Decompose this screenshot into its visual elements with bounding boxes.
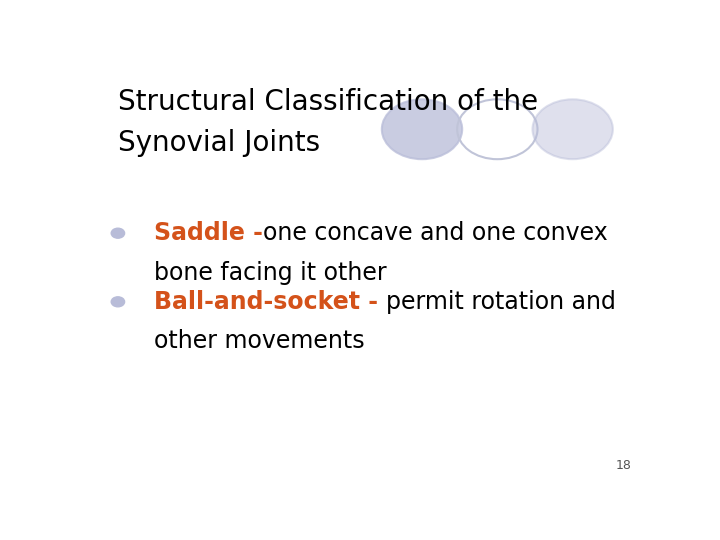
Circle shape <box>111 228 125 238</box>
Text: Saddle -: Saddle - <box>154 221 263 245</box>
Text: Ball-and-socket -: Ball-and-socket - <box>154 290 387 314</box>
Text: bone facing it other: bone facing it other <box>154 261 387 285</box>
Circle shape <box>111 297 125 307</box>
Circle shape <box>382 99 462 159</box>
Text: Synovial Joints: Synovial Joints <box>118 129 320 157</box>
Text: 18: 18 <box>616 460 631 472</box>
Circle shape <box>533 99 613 159</box>
Text: Structural Classification of the: Structural Classification of the <box>118 87 538 116</box>
Text: permit rotation and: permit rotation and <box>387 290 616 314</box>
Text: one concave and one convex: one concave and one convex <box>263 221 608 245</box>
Text: other movements: other movements <box>154 329 365 353</box>
